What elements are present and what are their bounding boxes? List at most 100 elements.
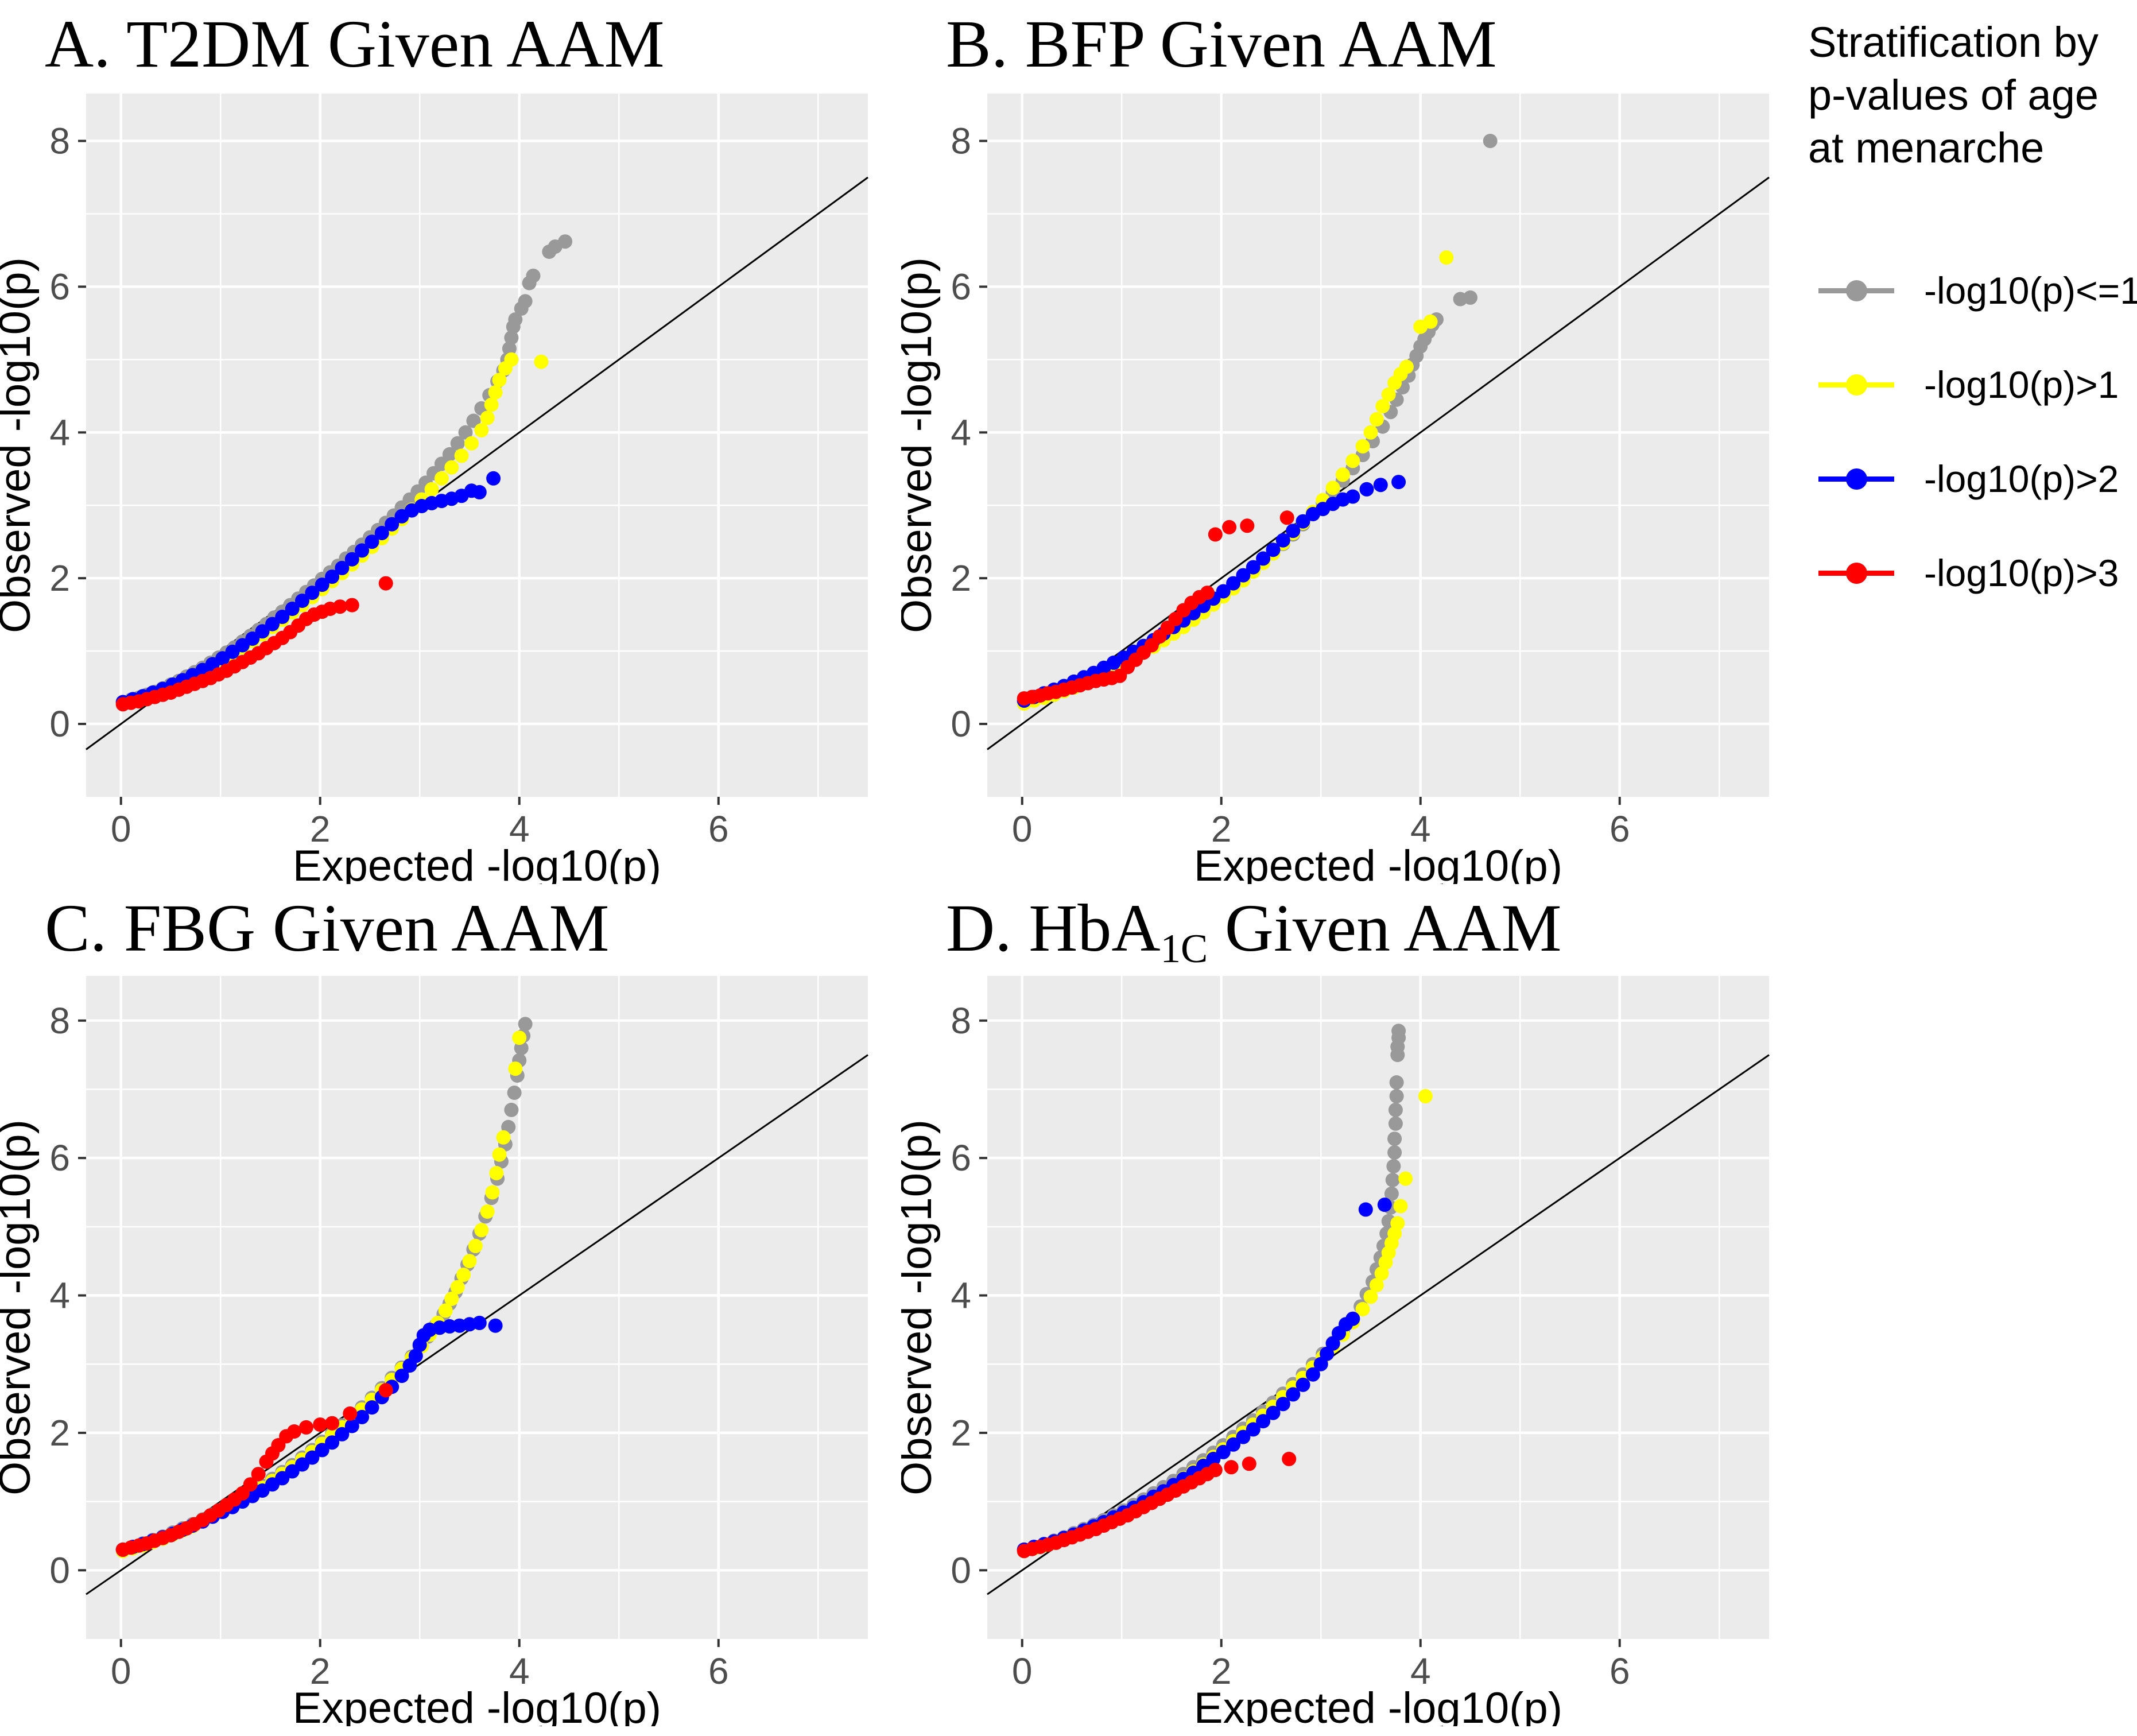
legend-entry-gt2: -log10(p)>2 [1805,432,2137,526]
svg-text:4: 4 [509,808,530,850]
svg-text:6: 6 [1609,808,1630,850]
x-tick-labels: 0 2 4 6 [111,808,729,850]
y-tick-labels: 0 2 4 6 8 [49,1000,70,1591]
panel-d-title-sub: 1C [1160,926,1208,971]
svg-text:4: 4 [49,412,70,453]
legend-key-blue-icon [1818,466,1894,491]
svg-text:6: 6 [708,808,729,850]
legend-key-gray-icon [1818,278,1894,303]
major-gridlines [987,976,1769,1639]
svg-text:4: 4 [951,1275,971,1316]
svg-text:8: 8 [951,121,971,162]
svg-text:2: 2 [951,1412,971,1454]
panel-b: B. BFP Given AAM 0 2 4 6 0 2 4 6 8 Expected -log1… [901,0,1797,884]
x-axis-title: Expected -log10(p) [1194,842,1562,884]
qq-plot-b: 0 2 4 6 0 2 4 6 8 Expected -log10(p) Observed -log… [901,94,1770,884]
legend-title: Stratification by p-values of age at men… [1808,16,2137,175]
svg-text:6: 6 [49,1137,70,1179]
major-gridlines [987,94,1769,797]
panel-a-title: A. T2DM Given AAM [45,3,901,85]
svg-text:8: 8 [49,1000,70,1041]
x-tick-labels: 0 2 4 6 [1012,1650,1630,1692]
panel-a-title-main: A. T2DM Given AAM [45,6,665,82]
legend-label-gt1: -log10(p)>1 [1924,363,2119,406]
y-tick-labels: 0 2 4 6 8 [951,121,971,745]
panel-d-title-rest: Given AAM [1208,890,1562,966]
legend-key-red-icon [1818,560,1894,586]
series-gt3 [1017,510,1294,706]
svg-text:2: 2 [1211,808,1232,850]
y-axis-title: Observed -log10(p) [0,1119,40,1495]
svg-text:0: 0 [49,703,70,745]
legend-key-yellow-icon [1818,372,1894,397]
legend-title-line-1: Stratification by [1808,18,2099,66]
svg-text:4: 4 [49,1275,70,1316]
minor-gridlines [987,976,1769,1639]
svg-text:4: 4 [1410,1650,1431,1692]
qq-plot-d: 0 2 4 6 0 2 4 6 8 Expected -log10(p) Observed -log… [901,976,1770,1726]
legend-title-line-3: at menarche [1808,124,2045,172]
svg-text:8: 8 [951,1000,971,1041]
axis-ticks [979,140,1621,805]
svg-text:4: 4 [509,1650,530,1692]
svg-text:2: 2 [49,1412,70,1454]
major-gridlines [86,976,868,1639]
x-axis-title: Expected -log10(p) [293,1684,661,1726]
legend: Stratification by p-values of age at men… [1797,0,2137,881]
y-axis-title: Observed -log10(p) [901,1119,941,1495]
svg-text:6: 6 [1609,1650,1630,1692]
svg-text:0: 0 [951,1549,971,1591]
svg-text:6: 6 [951,1137,971,1179]
qq-plot-c: 0 2 4 6 0 2 4 6 8 Expected -log10(p) Observed -log… [0,976,868,1726]
svg-text:6: 6 [708,1650,729,1692]
svg-text:2: 2 [1211,1650,1232,1692]
axis-ticks [979,1019,1621,1647]
svg-text:0: 0 [1012,808,1033,850]
legend-entry-gt1: -log10(p)>1 [1805,338,2137,432]
legend-entries: -log10(p)<=1 -log10(p)>1 -log10(p)>2 -lo… [1805,243,2137,620]
svg-text:0: 0 [111,1650,131,1692]
legend-title-line-2: p-values of age [1808,71,2099,119]
axis-ticks [78,140,720,805]
panel-d-title: D. HbA1C Given AAM [946,889,1797,971]
svg-text:6: 6 [951,266,971,307]
minor-gridlines [987,94,1769,797]
x-axis-title: Expected -log10(p) [293,842,661,884]
legend-label-le1: -log10(p)<=1 [1924,269,2137,312]
identity-reference-line [987,1054,1770,1595]
legend-entry-gt3: -log10(p)>3 [1805,526,2137,620]
legend-label-gt3: -log10(p)>3 [1924,552,2119,594]
x-tick-labels: 0 2 4 6 [111,1650,729,1692]
y-tick-labels: 0 2 4 6 8 [49,121,70,745]
qq-plot-a: 0 2 4 6 0 2 4 6 8 Expected -log10(p) Observed -log… [0,94,868,884]
legend-label-gt2: -log10(p)>2 [1924,458,2119,500]
svg-text:0: 0 [49,1549,70,1591]
svg-text:6: 6 [49,266,70,307]
svg-text:0: 0 [1012,1650,1033,1692]
y-axis-title: Observed -log10(p) [0,257,40,633]
series-gt3 [115,1383,393,1557]
panel-b-title-main: B. BFP Given AAM [946,6,1497,82]
panel-c: C. FBG Given AAM 0 2 4 6 0 2 4 6 8 Expected -log1… [0,881,901,1736]
series-gt3 [115,576,393,712]
svg-text:4: 4 [1410,808,1431,850]
panel-c-title: C. FBG Given AAM [45,889,901,967]
series-gt3 [1017,1451,1297,1559]
svg-text:2: 2 [49,557,70,599]
svg-text:0: 0 [111,808,131,850]
panel-d: D. HbA1C Given AAM 0 2 4 6 0 2 4 6 8 Expected -lo… [901,881,1797,1736]
svg-text:2: 2 [310,1650,331,1692]
svg-text:0: 0 [951,703,971,745]
x-tick-labels: 0 2 4 6 [1012,808,1630,850]
panel-a: A. T2DM Given AAM 0 2 4 6 0 2 4 6 8 Expected -log… [0,0,901,884]
svg-text:8: 8 [49,121,70,162]
x-axis-title: Expected -log10(p) [1194,1684,1562,1726]
y-tick-labels: 0 2 4 6 8 [951,1000,971,1591]
panel-b-title: B. BFP Given AAM [946,3,1797,85]
svg-text:4: 4 [951,412,971,453]
svg-text:2: 2 [310,808,331,850]
minor-gridlines [86,94,868,797]
panel-bg [987,976,1769,1639]
panel-bg [86,976,868,1639]
